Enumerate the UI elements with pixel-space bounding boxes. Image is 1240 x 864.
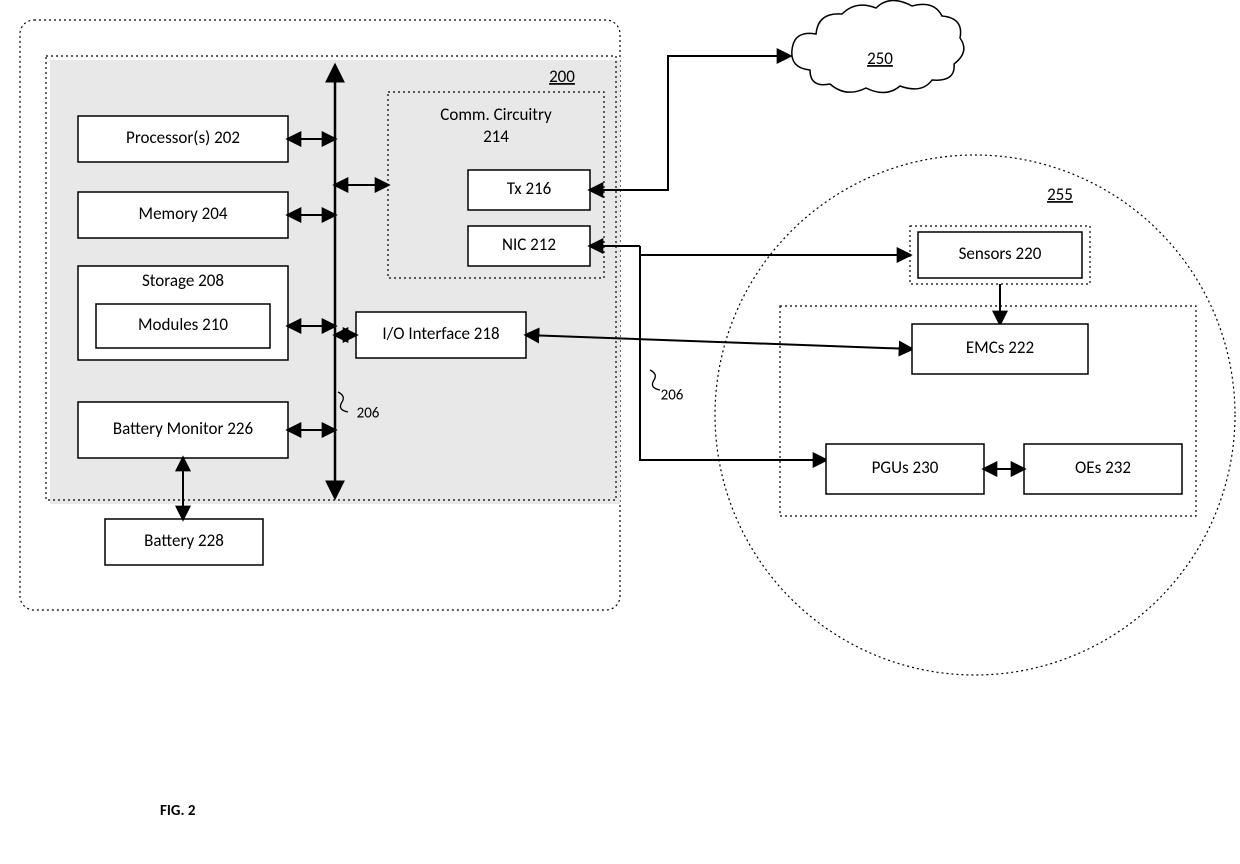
comm-label: Comm. Circuitry: [440, 104, 552, 125]
sensors-label: Sensors 220: [959, 243, 1042, 264]
io-label: I/O Interface 218: [382, 323, 499, 344]
battery-monitor-label: Battery Monitor 226: [113, 418, 254, 439]
figure-caption: FIG. 2: [160, 802, 196, 820]
comm-sublabel: 214: [483, 126, 509, 147]
tx-label: Tx 216: [507, 178, 552, 199]
conn-nic-down: [640, 246, 826, 460]
group-id-200: 200: [549, 66, 575, 87]
nic-label: NIC 212: [502, 234, 556, 255]
conn-squiggle: [650, 370, 660, 390]
modules-label: Modules 210: [138, 314, 228, 335]
battery-label: Battery 228: [144, 530, 224, 551]
conn-ref: 206: [661, 387, 684, 405]
emcs-label: EMCs 222: [966, 337, 1034, 358]
sensor-system-id: 255: [1047, 184, 1073, 205]
storage-label: Storage 208: [142, 270, 224, 291]
memory-label: Memory 204: [139, 203, 228, 224]
processor-label: Processor(s) 202: [126, 127, 240, 148]
bus-ref: 206: [357, 405, 380, 423]
pgus-label: PGUs 230: [872, 457, 939, 478]
cloud-250: 250: [792, 0, 964, 92]
cloud-label: 250: [867, 48, 893, 69]
oes-label: OEs 232: [1075, 457, 1131, 478]
